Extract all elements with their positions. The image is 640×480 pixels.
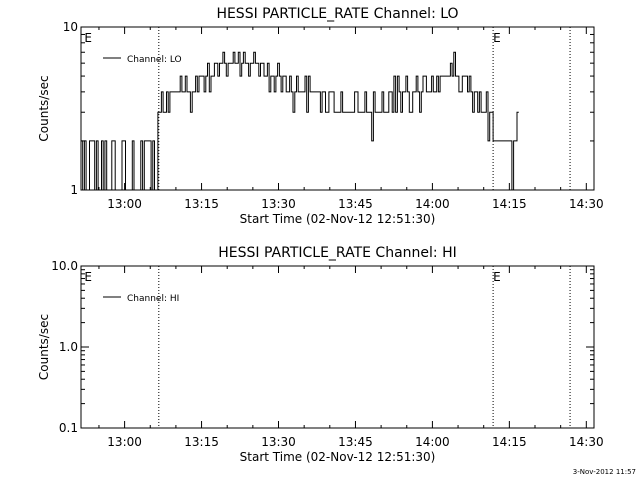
x-tick-label: 14:15	[492, 197, 527, 211]
x-tick-label: 13:45	[338, 197, 373, 211]
x-tick-label: 13:00	[107, 435, 142, 449]
series-line-channel-lo	[81, 51, 519, 191]
plot-frame	[80, 265, 595, 429]
y-tick-label: 10	[63, 20, 78, 34]
y-axis-label: Counts/sec	[37, 314, 51, 380]
plot-frame	[80, 26, 595, 191]
y-tick-label: 1.0	[59, 340, 78, 354]
event-marker-label: E	[493, 31, 501, 45]
panel-hi: HESSI PARTICLE_RATE Channel: HI 13:00 13:1…	[37, 245, 604, 464]
x-tick-label: 13:15	[184, 197, 219, 211]
chart-title: HESSI PARTICLE_RATE Channel: HI	[218, 245, 456, 261]
panel-lo: HESSI PARTICLE_RATE Channel: LO 13:00 13:1…	[37, 6, 604, 226]
x-tick-label: 13:15	[184, 435, 219, 449]
x-tick-label: 14:00	[415, 197, 450, 211]
legend-label: Channel: HI	[127, 294, 179, 304]
x-tick-label: 13:00	[107, 197, 142, 211]
event-marker-label: E	[84, 31, 92, 45]
event-marker-label: E	[84, 270, 92, 284]
x-tick-label: 13:45	[338, 435, 373, 449]
x-tick-label: 13:30	[261, 197, 296, 211]
y-tick-label: 0.1	[59, 421, 78, 435]
x-axis-label: Start Time (02-Nov-12 12:51:30)	[240, 450, 436, 464]
x-tick-label: 14:30	[569, 197, 604, 211]
event-marker-label: E	[493, 270, 501, 284]
legend-label: Channel: LO	[127, 55, 182, 65]
x-tick-label: 13:30	[261, 435, 296, 449]
chart-title: HESSI PARTICLE_RATE Channel: LO	[216, 6, 458, 22]
x-tick-label: 14:00	[415, 435, 450, 449]
timestamp-footer: 3-Nov-2012 11:57	[573, 468, 636, 476]
y-axis-label: Counts/sec	[37, 75, 51, 141]
y-tick-label: 10.0	[51, 259, 78, 273]
x-tick-label: 14:15	[492, 435, 527, 449]
x-axis-label: Start Time (02-Nov-12 12:51:30)	[240, 212, 436, 226]
x-tick-label: 14:30	[569, 435, 604, 449]
y-tick-label: 1	[70, 183, 78, 197]
